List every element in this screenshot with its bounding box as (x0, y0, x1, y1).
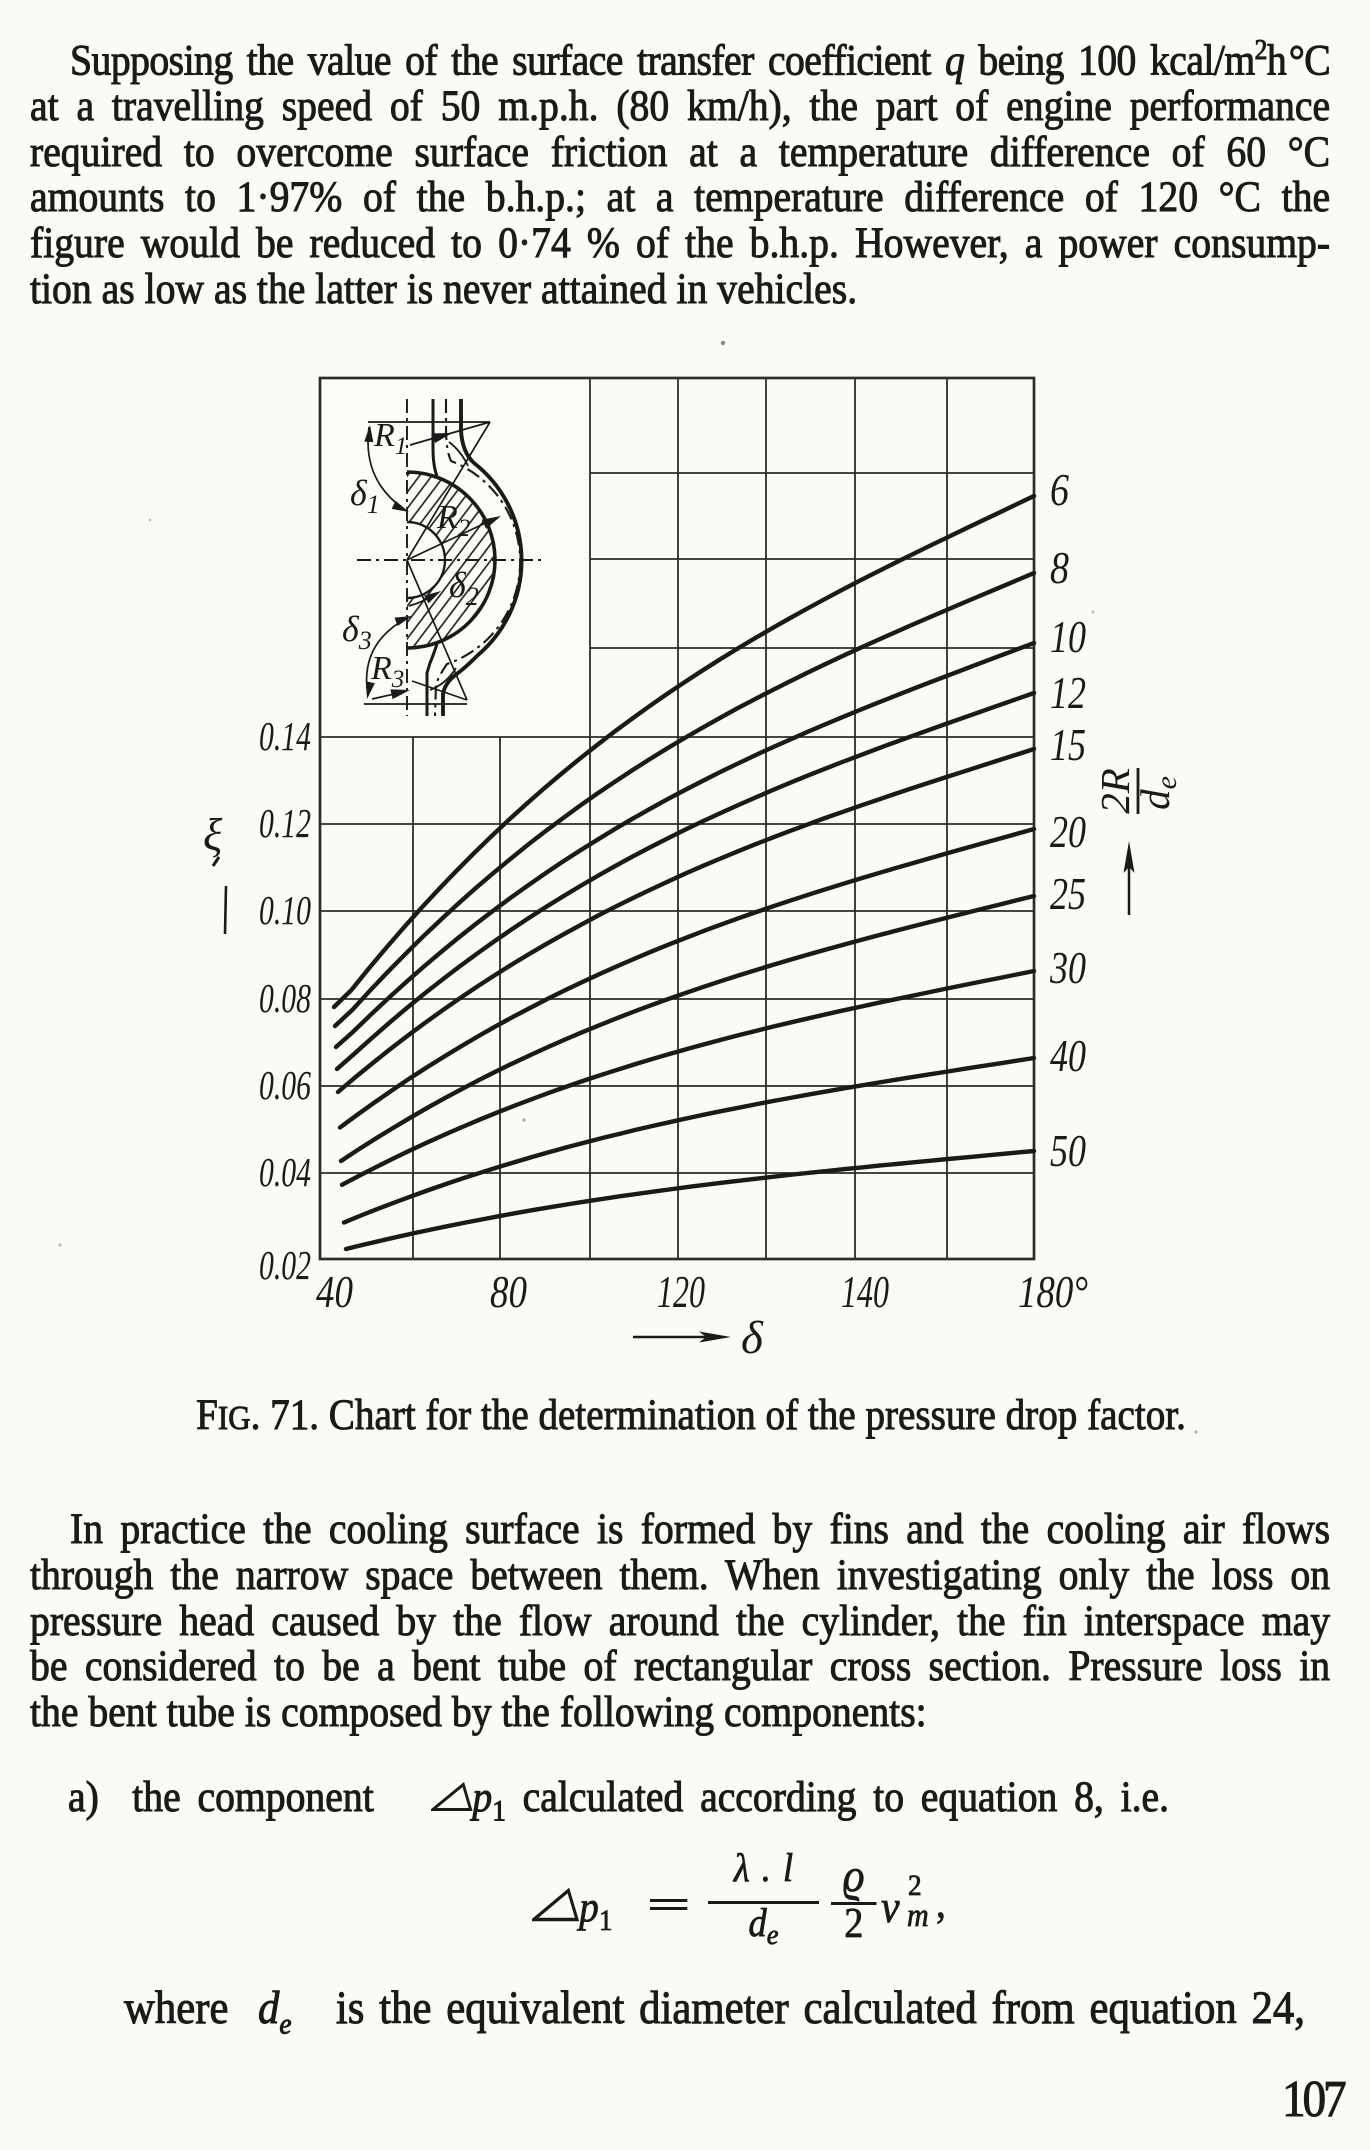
svg-text:0.12: 0.12 (259, 800, 311, 846)
svg-text:ξ: ξ (203, 810, 223, 860)
svg-text:140: 140 (841, 1266, 889, 1317)
svg-text:40: 40 (1050, 1030, 1086, 1081)
svg-text:12: 12 (1050, 667, 1086, 718)
svg-text:2R: 2R (1092, 768, 1138, 814)
svg-text:0.04: 0.04 (259, 1149, 311, 1195)
svg-text:de: de (1132, 776, 1183, 810)
svg-text:120: 120 (657, 1266, 705, 1317)
svg-text:δ2: δ2 (449, 565, 479, 611)
svg-text:25: 25 (1050, 868, 1086, 919)
svg-text:15: 15 (1050, 719, 1086, 770)
svg-text:δ: δ (741, 1312, 764, 1364)
svg-text:0.10: 0.10 (259, 887, 311, 933)
svg-text:80: 80 (490, 1266, 527, 1317)
svg-text:180°: 180° (1018, 1266, 1088, 1317)
svg-text:0.02: 0.02 (259, 1242, 311, 1288)
svg-text:0.08: 0.08 (259, 975, 311, 1021)
svg-text:10: 10 (1050, 611, 1086, 662)
svg-text:0.06: 0.06 (259, 1062, 311, 1108)
svg-text:40: 40 (316, 1266, 353, 1317)
svg-text:50: 50 (1050, 1125, 1086, 1176)
svg-text:30: 30 (1049, 942, 1086, 993)
svg-text:20: 20 (1050, 806, 1086, 857)
svg-text:6: 6 (1050, 464, 1069, 515)
svg-text:0.14: 0.14 (259, 713, 311, 759)
svg-text:8: 8 (1050, 542, 1069, 593)
